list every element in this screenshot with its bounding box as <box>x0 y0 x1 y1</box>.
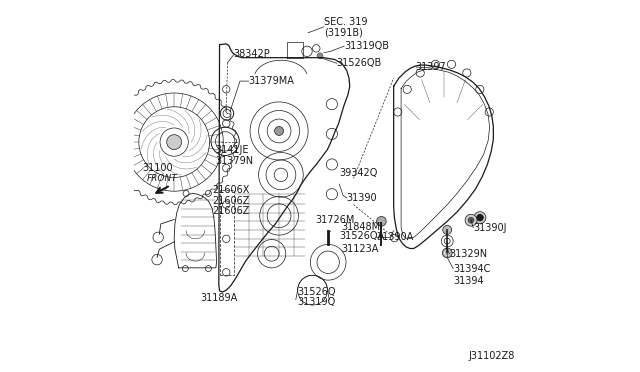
Text: 21606Z: 21606Z <box>212 196 250 206</box>
Circle shape <box>465 214 477 226</box>
Text: J31102Z8: J31102Z8 <box>468 352 515 361</box>
Text: 31390: 31390 <box>347 193 378 203</box>
Text: 21606Z: 21606Z <box>212 206 250 216</box>
Text: FRONT: FRONT <box>147 174 177 183</box>
Circle shape <box>443 225 452 234</box>
Text: (3191B): (3191B) <box>324 28 364 37</box>
Text: 31319Q: 31319Q <box>298 297 336 307</box>
Circle shape <box>477 214 483 221</box>
Text: 31526QB: 31526QB <box>337 58 382 68</box>
Text: 31394: 31394 <box>453 276 484 286</box>
Text: 31189A: 31189A <box>200 294 237 303</box>
Circle shape <box>442 248 452 258</box>
Circle shape <box>468 217 474 223</box>
Text: 31123A: 31123A <box>342 244 379 254</box>
Text: 31848M: 31848M <box>342 222 381 232</box>
Text: 31390J: 31390J <box>473 223 507 232</box>
Text: 31379N: 31379N <box>215 156 253 166</box>
Circle shape <box>275 126 284 135</box>
Text: 31397: 31397 <box>415 62 446 72</box>
Circle shape <box>167 135 182 150</box>
Text: 31379MA: 31379MA <box>248 76 294 86</box>
Text: 31319QB: 31319QB <box>344 41 389 51</box>
Text: 31394C: 31394C <box>453 264 490 273</box>
Text: 31726M: 31726M <box>316 215 355 225</box>
Text: 39342Q: 39342Q <box>339 168 378 178</box>
Text: SEC. 319: SEC. 319 <box>324 17 368 27</box>
Text: 3141JE: 3141JE <box>215 145 248 154</box>
Text: 31526Q: 31526Q <box>298 287 336 297</box>
Text: 31390A: 31390A <box>376 232 414 242</box>
Circle shape <box>474 212 486 224</box>
Text: 31329N: 31329N <box>449 249 488 259</box>
Circle shape <box>376 217 386 226</box>
Circle shape <box>317 53 323 59</box>
Text: 38342P: 38342P <box>234 49 271 59</box>
Text: 31526QA: 31526QA <box>339 231 385 241</box>
Text: 21606X: 21606X <box>212 185 250 195</box>
Text: 31100: 31100 <box>142 163 173 173</box>
